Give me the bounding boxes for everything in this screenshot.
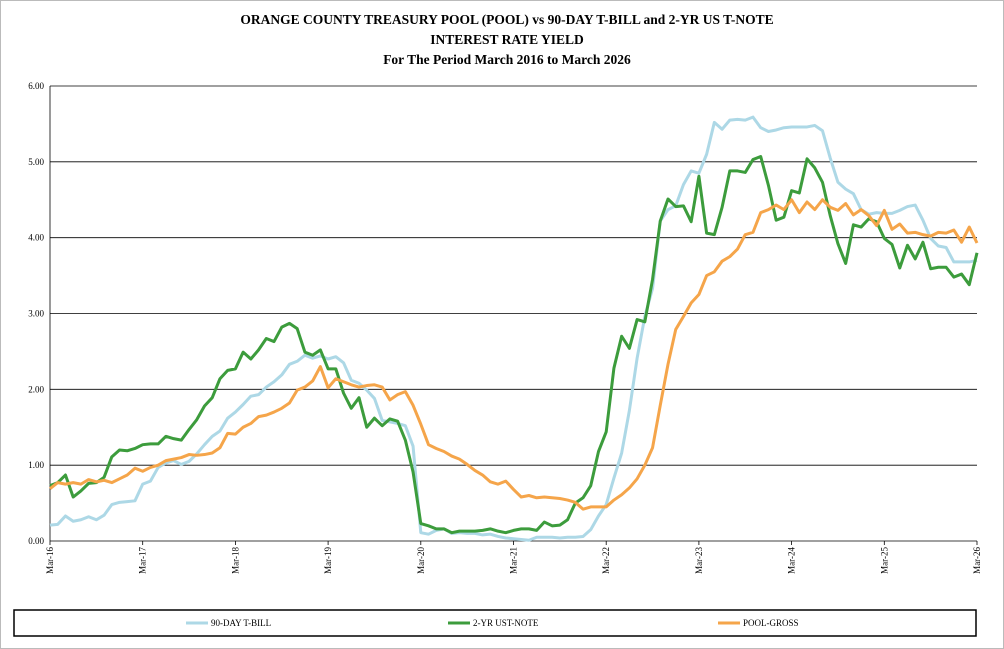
legend-box	[13, 609, 977, 637]
legend-label: POOL-GROSS	[743, 618, 799, 628]
y-tick-label: 2.00	[28, 384, 44, 394]
x-tick-label: Mar-21	[509, 547, 519, 574]
x-tick-label: Mar-19	[323, 547, 333, 574]
x-tick-label: Mar-26	[972, 547, 982, 574]
chart-title: INTEREST RATE YIELD	[430, 32, 584, 47]
y-tick-label: 0.00	[28, 536, 44, 546]
y-tick-label: 4.00	[28, 233, 44, 243]
legend-label: 2-YR UST-NOTE	[473, 618, 539, 628]
y-tick-label: 3.00	[28, 309, 44, 319]
series-line	[49, 155, 979, 535]
series-line	[49, 198, 979, 511]
y-tick-label: 5.00	[28, 157, 44, 167]
y-tick-label: 1.00	[28, 460, 44, 470]
x-tick-label: Mar-24	[787, 547, 797, 574]
x-tick-label: Mar-17	[138, 547, 148, 574]
x-tick-label: Mar-23	[694, 547, 704, 574]
x-tick-label: Mar-16	[45, 547, 55, 574]
x-tick-label: Mar-22	[601, 547, 611, 574]
x-tick-label: Mar-18	[230, 547, 240, 574]
x-tick-label: Mar-25	[879, 547, 889, 574]
legend-label: 90-DAY T-BILL	[211, 618, 271, 628]
chart-title: ORANGE COUNTY TREASURY POOL (POOL) vs 90…	[240, 12, 773, 27]
series-line	[49, 115, 978, 542]
chart-title: For The Period March 2016 to March 2026	[383, 52, 631, 67]
y-tick-label: 6.00	[28, 81, 44, 91]
x-tick-label: Mar-20	[416, 547, 426, 574]
